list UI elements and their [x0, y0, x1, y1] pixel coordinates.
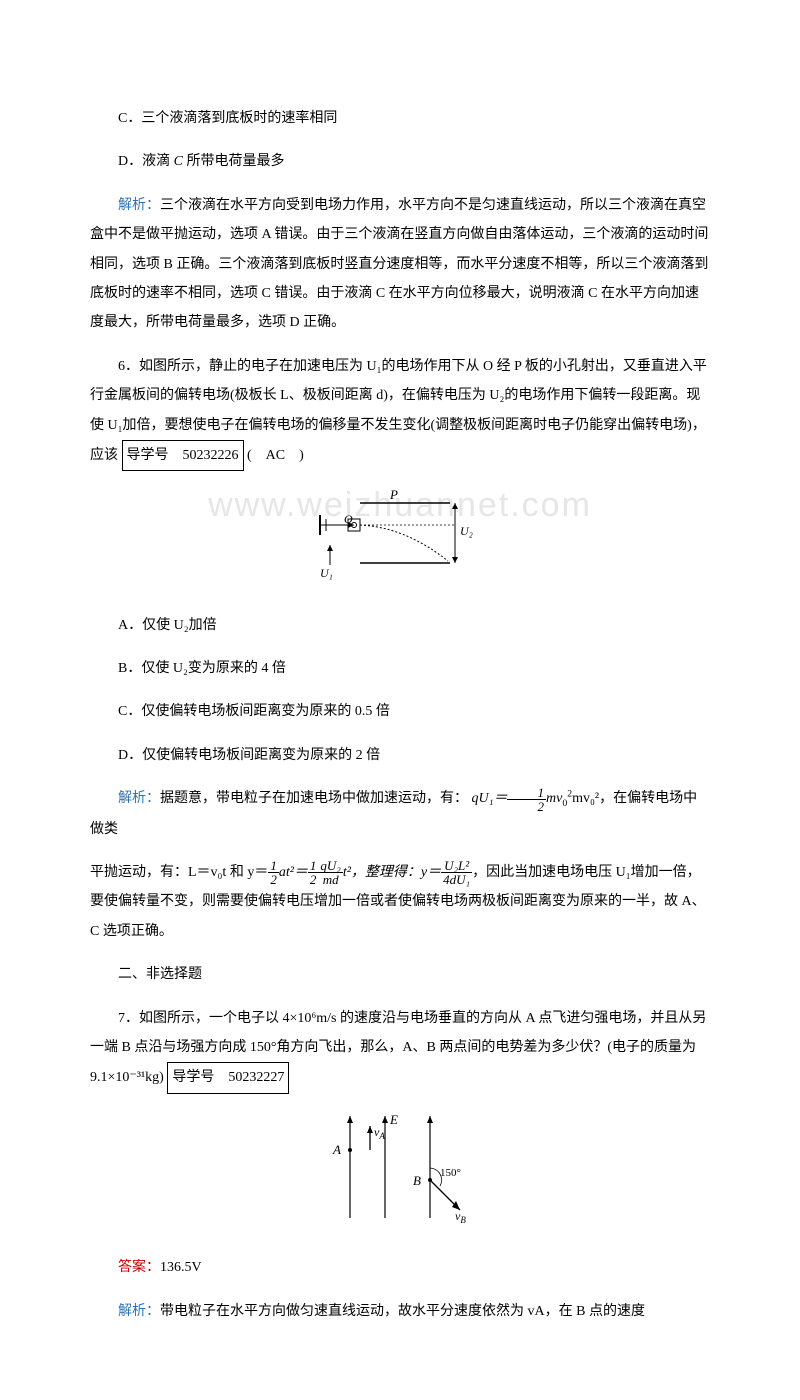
- study-number-box-2: 导学号 50232227: [167, 1062, 289, 1093]
- analysis-label: 解析：: [118, 198, 160, 213]
- q6-analysis-2: 平抛运动，有：L＝v₀t 和 y＝12at²＝12qU₂mdt²，整理得：y＝U…: [90, 858, 710, 946]
- label-u2: U₂: [460, 524, 473, 538]
- q6-option-d: D．仅使偏转电场板间距离变为原来的 2 倍: [90, 741, 710, 770]
- q6-diagram: P O U₂ U₁: [90, 485, 710, 596]
- section-2-heading: 二、非选择题: [90, 960, 710, 989]
- label-p: P: [389, 487, 398, 502]
- label-va: vA: [374, 1125, 385, 1141]
- q7-analysis: 解析：带电粒子在水平方向做匀速直线运动，故水平分速度依然为 vA，在 B 点的速…: [90, 1297, 710, 1326]
- q5-option-d: D．液滴 C 所带电荷量最多: [90, 147, 710, 176]
- q7-answer: 答案：136.5V: [90, 1253, 710, 1282]
- label-e: E: [389, 1112, 398, 1127]
- q6-analysis: 解析：据题意，带电粒子在加速电场中做加速运动，有： qU₁＝12mv02mv₀²…: [90, 784, 710, 844]
- q5-analysis: 解析：三个液滴在水平方向受到电场力作用，水平方向不是匀速直线运动，所以三个液滴在…: [90, 191, 710, 338]
- label-angle: 150°: [440, 1167, 461, 1179]
- q7-diagram: E A vA B 150° vB: [90, 1108, 710, 1239]
- label-b: B: [413, 1173, 421, 1188]
- q7-stem: 7．如图所示，一个电子以 4×10⁶m/s 的速度沿与电场垂直的方向从 A 点飞…: [90, 1004, 710, 1094]
- q6-option-b: B．仅使 U₂变为原来的 4 倍: [90, 654, 710, 683]
- q6-option-a: A．仅使 U₂加倍: [90, 611, 710, 640]
- label-vb: vB: [455, 1209, 466, 1225]
- label-a: A: [332, 1142, 341, 1157]
- q5-option-c: C．三个液滴落到底板时的速率相同: [90, 104, 710, 133]
- q6-stem: 6．如图所示，静止的电子在加速电压为 U₁的电场作用下从 O 经 P 板的小孔射…: [90, 352, 710, 472]
- q6-option-c: C．仅使偏转电场板间距离变为原来的 0.5 倍: [90, 697, 710, 726]
- label-u1: U₁: [320, 566, 333, 580]
- study-number-box: 导学号 50232226: [122, 440, 244, 471]
